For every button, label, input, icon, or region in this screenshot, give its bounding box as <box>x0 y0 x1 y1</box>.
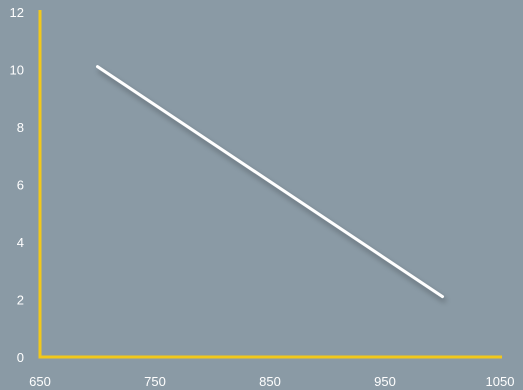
y-tick-label: 0 <box>17 350 24 365</box>
series-line <box>96 65 444 299</box>
x-tick-label: 650 <box>29 374 51 389</box>
axes <box>38 10 502 359</box>
x-tick-label: 950 <box>374 374 396 389</box>
series-layer <box>96 65 444 299</box>
y-tick-label: 6 <box>17 178 24 193</box>
y-tick-label: 12 <box>10 5 24 20</box>
y-tick-label: 10 <box>10 63 24 78</box>
x-axis-tick-labels: 650 750 850 950 1050 <box>29 374 514 389</box>
y-tick-label: 8 <box>17 120 24 135</box>
x-tick-label: 850 <box>259 374 281 389</box>
y-tick-label: 2 <box>17 293 24 308</box>
x-tick-label: 750 <box>144 374 166 389</box>
y-axis-tick-labels: 0 2 4 6 8 10 12 <box>10 5 24 365</box>
y-tick-label: 4 <box>17 235 24 250</box>
x-tick-label: 1050 <box>486 374 515 389</box>
